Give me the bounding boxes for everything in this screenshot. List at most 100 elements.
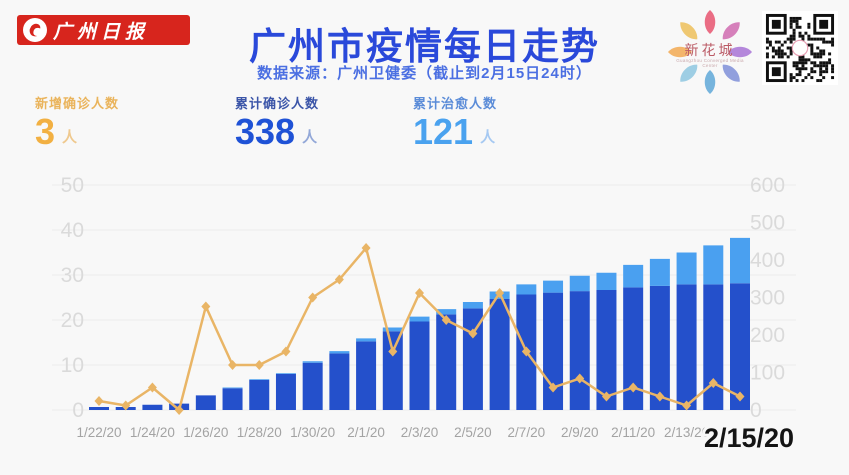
qr-module xyxy=(786,37,790,41)
qr-module xyxy=(786,55,790,59)
bar-segment-cured xyxy=(676,252,697,285)
line-marker xyxy=(334,274,344,285)
qr-module xyxy=(777,49,781,53)
y-axis-tick-left: 40 xyxy=(61,219,84,242)
qr-module xyxy=(831,70,835,74)
flower-petal xyxy=(680,64,698,82)
qr-module xyxy=(810,37,814,41)
qr-module xyxy=(789,46,793,50)
qr-module xyxy=(804,61,808,65)
x-axis-label: 2/9/20 xyxy=(561,425,599,440)
y-axis-tick-right: 200 xyxy=(750,324,785,347)
bar-segment-cured xyxy=(569,275,590,292)
qr-module xyxy=(795,25,799,29)
bar-segment-cured xyxy=(543,280,564,293)
qr-module xyxy=(816,55,820,59)
qr-module xyxy=(765,37,769,41)
y-axis-tick-right: 400 xyxy=(750,249,785,272)
qr-module xyxy=(795,64,799,68)
qr-code xyxy=(762,11,838,85)
stat-unit: 人 xyxy=(62,129,78,146)
qr-module xyxy=(807,73,811,77)
y-axis-tick-left: 50 xyxy=(61,174,84,197)
qr-module xyxy=(813,52,817,56)
y-axis-tick-right: 600 xyxy=(750,174,785,197)
media-logo-subtext: Guangzhou Converged Media Center xyxy=(676,58,744,68)
qr-module xyxy=(798,58,802,62)
qr-module xyxy=(795,19,799,23)
qr-module xyxy=(774,49,778,53)
qr-module xyxy=(813,61,817,65)
qr-module xyxy=(765,40,769,44)
qr-module xyxy=(807,43,811,47)
bar-segment-cured xyxy=(436,309,457,315)
bar-segment-cured xyxy=(649,258,670,286)
bar-segment-confirmed xyxy=(623,287,644,410)
y-axis-tick-left: 30 xyxy=(61,264,84,287)
qr-module xyxy=(822,64,826,68)
qr-module xyxy=(792,16,796,20)
bar-segment-cured xyxy=(329,351,350,354)
qr-module xyxy=(810,46,814,50)
qr-module xyxy=(819,79,823,83)
flower-petal xyxy=(680,22,698,40)
line-marker xyxy=(708,378,718,388)
qr-module xyxy=(792,31,796,35)
qr-module xyxy=(828,58,832,62)
qr-module xyxy=(825,61,829,65)
bar-segment-confirmed xyxy=(569,291,590,410)
line-marker xyxy=(228,360,238,370)
bar-segment-confirmed xyxy=(89,407,109,410)
line-marker xyxy=(308,292,318,303)
qr-module xyxy=(771,46,775,50)
bar-segment-confirmed xyxy=(142,404,163,410)
x-axis-label: 1/24/20 xyxy=(130,425,175,440)
qr-module xyxy=(774,40,778,44)
guangzhou-daily-logo: 广州日报 xyxy=(17,15,190,45)
page-title: 广州市疫情每日走势 xyxy=(249,26,600,67)
flower-petal xyxy=(704,10,716,34)
qr-module xyxy=(792,34,796,38)
qr-module xyxy=(798,67,802,71)
qr-module xyxy=(831,37,835,41)
qr-module xyxy=(801,79,805,83)
qr-module xyxy=(804,76,808,80)
qr-module xyxy=(810,76,814,80)
qr-module xyxy=(792,61,796,65)
qr-module xyxy=(831,67,835,71)
qr-module xyxy=(801,37,805,41)
bar-segment-confirmed xyxy=(409,321,430,410)
x-axis-label: 1/26/20 xyxy=(183,425,228,440)
qr-module xyxy=(825,40,829,44)
qr-module xyxy=(792,76,796,80)
qr-module xyxy=(819,70,823,74)
qr-module xyxy=(798,61,802,65)
qr-module xyxy=(819,73,823,77)
qr-module xyxy=(819,19,829,29)
stat-cumulative-confirmed: 累计确诊人数 338 人 xyxy=(235,93,319,150)
qr-module xyxy=(795,67,799,71)
line-marker xyxy=(495,288,505,298)
flower-petal xyxy=(668,46,692,58)
qr-module xyxy=(777,46,781,50)
qr-module xyxy=(807,34,811,38)
line-marker xyxy=(548,382,558,393)
x-axis-label: 2/11/20 xyxy=(611,425,655,440)
qr-module xyxy=(789,25,793,29)
bar-segment-confirmed xyxy=(329,353,350,410)
qr-module xyxy=(801,61,805,65)
stat-value: 338 xyxy=(235,111,296,152)
qr-module xyxy=(810,67,814,71)
qr-module xyxy=(789,79,793,83)
qr-module xyxy=(810,43,814,47)
line-marker xyxy=(174,405,184,415)
qr-module xyxy=(813,64,817,68)
x-axis-label: 2/3/20 xyxy=(401,425,439,440)
flower-petal xyxy=(722,64,740,82)
qr-module xyxy=(819,64,823,68)
qr-module xyxy=(810,70,814,74)
line-marker xyxy=(628,382,638,393)
qr-module xyxy=(819,55,823,59)
